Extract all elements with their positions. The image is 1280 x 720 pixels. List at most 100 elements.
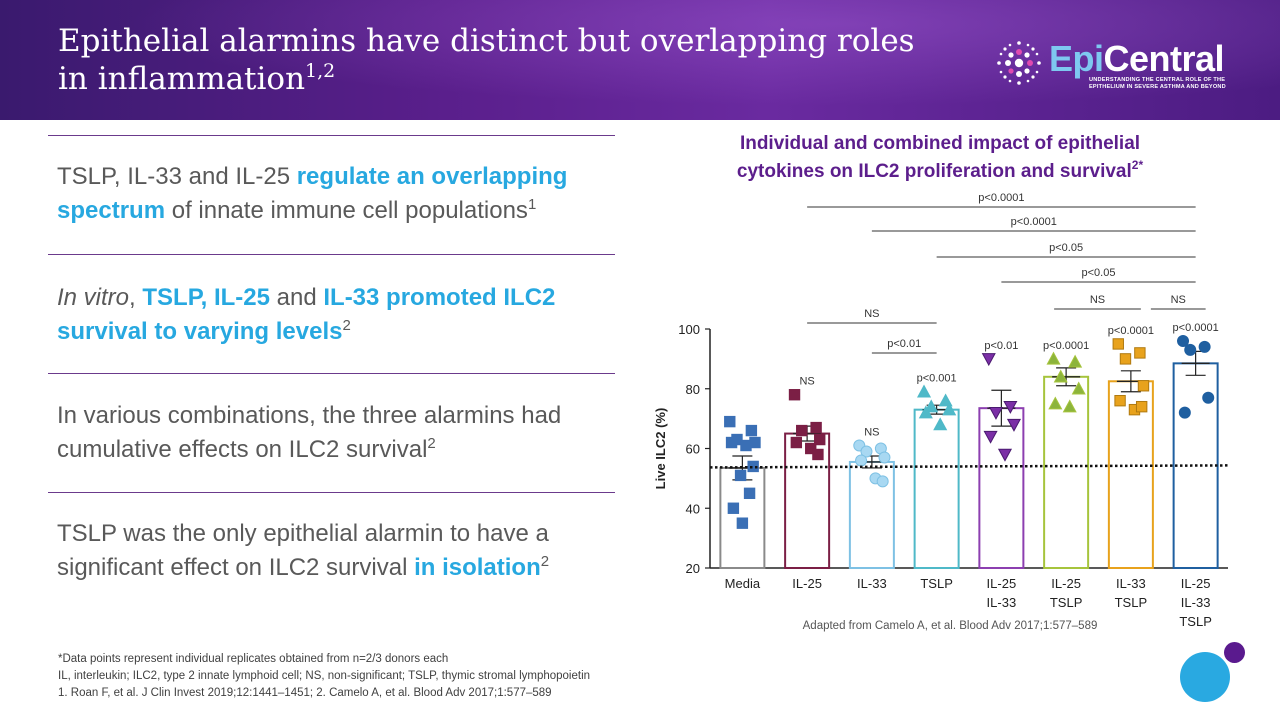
data-point xyxy=(740,439,752,452)
logo-tagline: UNDERSTANDING THE CENTRAL ROLE OF THE EP… xyxy=(1089,77,1226,90)
data-point xyxy=(876,475,889,488)
decorative-circle-small xyxy=(1224,642,1245,663)
header-banner: Epithelial alarmins have distinct but ov… xyxy=(0,0,1280,120)
data-point xyxy=(981,353,996,367)
bracket-label: NS xyxy=(1090,294,1105,306)
baseline-dotted-line xyxy=(709,464,1229,469)
data-point xyxy=(805,442,817,455)
data-point xyxy=(1184,343,1197,356)
x-tick-label: TSLP xyxy=(1050,595,1083,610)
x-tick-label: Media xyxy=(725,576,761,591)
data-point xyxy=(788,389,801,401)
footnote-abbreviations: IL, interleukin; ILC2, type 2 innate lym… xyxy=(58,670,591,682)
data-point xyxy=(1048,396,1063,410)
bar-significance-label: NS xyxy=(799,376,814,388)
data-point xyxy=(725,436,738,449)
bar-significance-label: p<0.0001 xyxy=(1173,322,1219,334)
data-point xyxy=(916,384,932,398)
bar-significance-label: p<0.001 xyxy=(917,373,957,385)
key-point-1: TSLP, IL-33 and IL-25 regulate an overla… xyxy=(57,163,568,224)
data-point xyxy=(747,460,759,473)
data-point xyxy=(1071,381,1086,395)
data-point xyxy=(1114,395,1126,407)
data-point xyxy=(1135,400,1148,413)
x-tick-label: TSLP xyxy=(920,576,953,591)
data-point xyxy=(736,517,749,529)
y-tick-label: 60 xyxy=(686,442,700,457)
key-point-4: TSLP was the only epithelial alarmin to … xyxy=(57,520,550,581)
y-tick-label: 20 xyxy=(686,561,700,576)
key-point-3: In various combinations, the three alarm… xyxy=(57,402,562,463)
x-tick-label: IL-33 xyxy=(1181,595,1211,610)
x-tick-label: IL-25 xyxy=(987,576,1017,591)
data-point xyxy=(997,448,1013,462)
data-point xyxy=(1177,334,1190,347)
bracket-label: p<0.05 xyxy=(1049,242,1083,254)
data-point xyxy=(743,487,756,500)
data-point xyxy=(810,421,822,434)
data-point xyxy=(724,415,736,428)
data-point xyxy=(860,445,873,458)
x-tick-label: IL-33 xyxy=(1116,576,1146,591)
data-point xyxy=(933,417,948,431)
y-tick-label: 40 xyxy=(686,501,700,516)
data-point xyxy=(1003,400,1018,414)
key-point-2: In vitro, TSLP, IL-25 and IL-33 promoted… xyxy=(57,284,556,345)
divider-4 xyxy=(48,492,615,493)
data-point xyxy=(1202,391,1215,404)
bar-significance-label: p<0.0001 xyxy=(1043,340,1089,352)
data-point xyxy=(1119,353,1132,365)
chart-title: Individual and combined impact of epithe… xyxy=(736,133,1144,182)
y-tick-label: 100 xyxy=(678,322,700,337)
bar-significance-label: p<0.01 xyxy=(984,340,1018,352)
divider-3 xyxy=(48,373,615,374)
logo-wordmark: EpiCentral xyxy=(1049,38,1225,79)
data-point xyxy=(1137,380,1150,392)
data-point xyxy=(983,430,998,444)
chart-source-note: Adapted from Camelo A, et al. Blood Adv … xyxy=(802,620,1098,632)
x-tick-label: IL-25 xyxy=(792,576,822,591)
bracket-label: p<0.01 xyxy=(887,338,921,350)
data-point xyxy=(855,454,868,467)
ilc2-survival-chart: 20 40 60 80 100 Live ILC2 (%) Media NS IL-25 NS IL… xyxy=(653,192,1229,629)
bracket-label: NS xyxy=(1171,294,1186,306)
data-point xyxy=(1006,418,1022,432)
data-point xyxy=(814,433,826,446)
title-line-1: Epithelial alarmins have distinct but ov… xyxy=(58,23,915,59)
page-title: Epithelial alarmins have distinct but ov… xyxy=(58,22,918,98)
data-point xyxy=(988,406,1004,420)
data-point xyxy=(812,448,824,461)
x-tick-label: IL-33 xyxy=(857,576,887,591)
data-point xyxy=(938,393,953,407)
bar xyxy=(913,408,960,569)
bracket-label: p<0.0001 xyxy=(978,192,1024,204)
x-tick-label: TSLP xyxy=(1179,614,1212,629)
title-superscript: 1,2 xyxy=(305,60,336,82)
divider-1 xyxy=(48,135,615,136)
data-point xyxy=(918,405,933,419)
decorative-circle-large xyxy=(1180,652,1230,702)
data-point xyxy=(1068,354,1083,368)
data-point xyxy=(1198,340,1211,353)
data-point xyxy=(745,424,758,437)
data-point xyxy=(727,502,740,514)
data-point xyxy=(1134,347,1146,359)
data-point xyxy=(942,402,957,416)
data-point xyxy=(796,424,808,437)
x-tick-label: IL-25 xyxy=(1181,576,1211,591)
data-point xyxy=(1053,369,1068,383)
bracket-label: p<0.0001 xyxy=(1011,216,1057,228)
footnotes: *Data points represent individual replic… xyxy=(58,651,958,702)
data-point xyxy=(1112,338,1124,350)
bar-significance-label: p<0.0001 xyxy=(1108,325,1154,337)
footnote-references: 1. Roan F, et al. J Clin Invest 2019;12:… xyxy=(58,687,552,699)
epicentral-logo: EpiCentral UNDERSTANDING THE CENTRAL ROL… xyxy=(996,38,1246,98)
data-point xyxy=(1178,406,1191,419)
title-line-2: in inflammation xyxy=(58,61,306,97)
data-point xyxy=(878,451,891,464)
y-axis-label: Live ILC2 (%) xyxy=(653,408,668,490)
bar-significance-label: NS xyxy=(864,427,879,439)
x-tick-label: IL-25 xyxy=(1051,576,1081,591)
bracket-label: NS xyxy=(864,308,879,320)
data-point xyxy=(1062,399,1077,413)
